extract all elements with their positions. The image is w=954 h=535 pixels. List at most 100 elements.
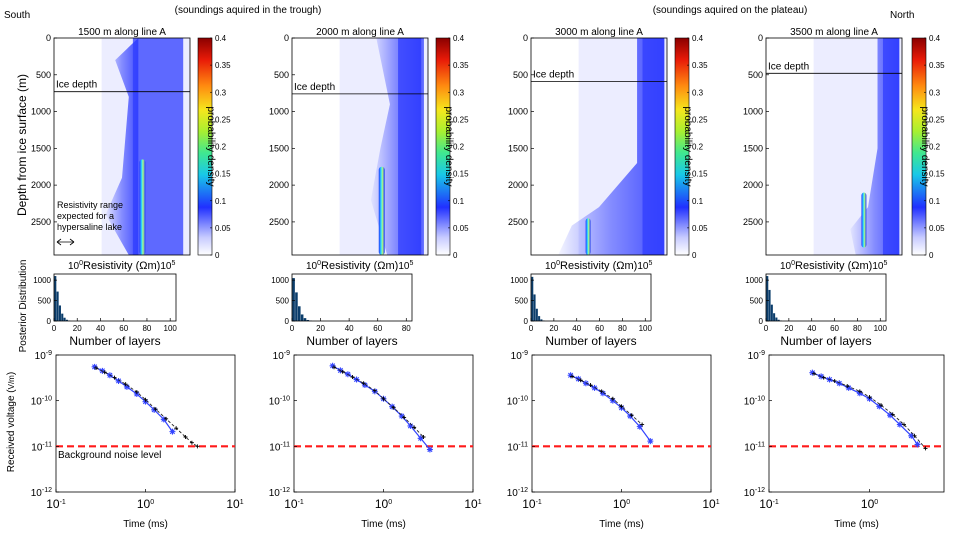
- y-tick-label: 1000: [510, 276, 528, 285]
- colorbar-tick-label: 0.4: [929, 34, 941, 43]
- measured-data-point: [908, 432, 915, 439]
- histogram-xlabel: Number of layers: [545, 334, 636, 348]
- model-response-point: [857, 389, 862, 394]
- y-tick-label: 1000: [745, 276, 763, 285]
- model-response-point: [845, 383, 850, 388]
- colorbar-tick-label: 0.3: [929, 88, 941, 97]
- y-tick-label: 10-11: [269, 441, 290, 453]
- resistivity-note-line: hypersaline lake: [57, 222, 122, 232]
- x-tick-label: 101: [226, 497, 243, 511]
- heatmap-axes-box: [530, 37, 668, 256]
- x-tick-label: 80: [853, 324, 862, 333]
- measured-data-point: [636, 423, 643, 430]
- tick-base: 10: [744, 488, 756, 499]
- y-tick-label: 1000: [31, 107, 51, 117]
- tick-exponent: 1: [478, 499, 482, 506]
- tick-base: 10: [744, 442, 756, 453]
- y-tick-label: 0: [284, 33, 289, 43]
- voltage-ylabel-part: V/m: [7, 375, 16, 390]
- colorbar-tick-label: 0.05: [929, 224, 945, 233]
- model-response-point: [102, 370, 107, 375]
- x-tick-label: 10-1: [284, 497, 304, 511]
- tick-base: 10: [137, 497, 151, 511]
- x-tick-label: 10-1: [759, 497, 779, 511]
- colorbar-tick-label: 0.3: [692, 88, 704, 97]
- y-tick-label: 2500: [508, 217, 528, 227]
- histogram-bar: [777, 319, 780, 321]
- measured-data-point: [329, 362, 336, 369]
- tick-base: 10: [744, 397, 756, 408]
- y-tick-label: 10-11: [744, 441, 765, 453]
- resistivity-range-arrowheads: [56, 238, 75, 246]
- histogram-axes-box: [291, 273, 413, 322]
- heatmap-axes-box: [53, 37, 191, 256]
- model-response-point: [821, 375, 826, 380]
- model-response-point: [570, 374, 575, 379]
- y-tick-label: 0: [523, 33, 528, 43]
- y-tick-label: 2500: [31, 217, 51, 227]
- colorbar-tick-label: 0.1: [215, 197, 227, 206]
- depth-ylabel: Depth from ice surface (m): [15, 74, 29, 216]
- tick-base: 10: [226, 497, 240, 511]
- tick-base: 10: [507, 488, 519, 499]
- y-tick-label: 0: [524, 317, 529, 326]
- tick-base: 10: [613, 497, 627, 511]
- histogram-axes-box: [765, 273, 887, 322]
- x-tick-label: 0: [764, 324, 769, 333]
- colorbar-tick-label: 0.05: [215, 224, 231, 233]
- tick-exponent: -9: [522, 350, 528, 357]
- colorbar-tick-label: 0.1: [692, 197, 704, 206]
- tick-exponent: -12: [42, 487, 52, 494]
- histogram-bar: [298, 306, 301, 321]
- model-response-point: [123, 382, 128, 387]
- tick-base: 10: [759, 497, 773, 511]
- tick-exponent: -11: [755, 441, 765, 448]
- colorbar-tick-label: 0: [692, 251, 697, 260]
- model-response-point: [195, 444, 200, 449]
- y-tick-label: 1000: [508, 107, 528, 117]
- y-tick-label: 10-10: [269, 396, 290, 408]
- colorbar-tick-label: 0.35: [453, 61, 469, 70]
- measured-data-point: [582, 380, 589, 387]
- histogram-bar: [58, 305, 61, 321]
- model-response-point: [361, 381, 366, 386]
- tick-base: 10: [702, 497, 716, 511]
- model-response-point: [901, 422, 906, 427]
- model-response-point: [391, 405, 396, 410]
- x-axis-label-part: 10: [872, 261, 884, 272]
- y-tick-label: 2000: [269, 180, 289, 190]
- colorbar-tick-label: 0: [929, 251, 934, 260]
- resistivity-note-line: expected for a: [57, 211, 114, 221]
- south-label: South: [4, 10, 30, 21]
- measured-data-point: [647, 438, 654, 445]
- x-axis-label-part: 10: [160, 261, 172, 272]
- colorbar-tick-label: 0.4: [215, 34, 227, 43]
- x-axis-label-part: 10: [637, 261, 649, 272]
- voltage-ylabel-part: Received voltage (: [6, 389, 17, 472]
- heatmap-density-region: [105, 38, 139, 255]
- x-tick-label: 0: [529, 324, 534, 333]
- heatmap-peak-spike: [585, 218, 591, 255]
- colorbar-label: probability density: [205, 106, 216, 186]
- hist-ylabel: Posterior Distribution: [18, 260, 29, 353]
- histogram-bar: [56, 291, 59, 321]
- x-tick-label: 40: [345, 324, 354, 333]
- measured-data-point: [115, 377, 122, 384]
- measured-data-point: [599, 390, 606, 397]
- colorbar-tick-label: 0: [215, 251, 220, 260]
- y-tick-label: 10-9: [35, 350, 52, 362]
- voltage-axes-box: [768, 354, 945, 493]
- tick-exponent: -11: [518, 441, 528, 448]
- x-tick-label: 60: [119, 324, 128, 333]
- y-tick-label: 10-12: [507, 487, 528, 499]
- measured-data-point: [91, 363, 98, 370]
- model-response-point: [599, 389, 604, 394]
- x-axis-label-part: 10: [68, 261, 80, 272]
- colorbar-label: probability density: [682, 106, 693, 186]
- y-tick-label: 500: [276, 297, 290, 306]
- x-axis-label-part: 10: [545, 261, 557, 272]
- y-tick-label: 10-12: [744, 487, 765, 499]
- tick-exponent: 0: [150, 499, 154, 506]
